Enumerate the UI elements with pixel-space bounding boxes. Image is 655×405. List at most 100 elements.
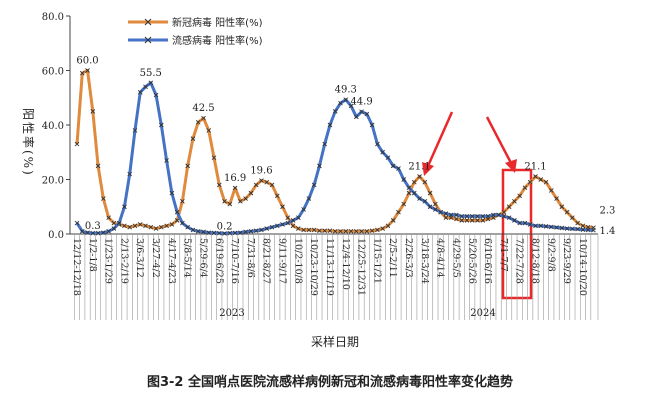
point-marker <box>575 220 580 226</box>
x-tick-label: 8/21-8/27 <box>261 238 272 284</box>
point-marker <box>380 226 385 231</box>
point-marker <box>95 163 101 169</box>
point-marker <box>506 215 512 220</box>
x-tick-label: 1/23-1/29 <box>103 238 114 284</box>
point-marker <box>459 213 465 219</box>
arrow <box>485 116 513 164</box>
point-marker <box>517 193 522 199</box>
x-tick-label: 3/6-3/12 <box>134 238 145 278</box>
point-marker <box>222 231 227 236</box>
legend-label: 新冠病毒 阳性率(%) <box>172 16 263 29</box>
point-marker <box>433 207 438 212</box>
point-marker <box>264 179 270 185</box>
x-tick-label: 12/12-12/18 <box>71 238 82 296</box>
point-marker <box>575 226 580 232</box>
point-marker <box>443 215 449 220</box>
point-marker <box>174 209 180 215</box>
point-marker <box>543 224 549 229</box>
point-marker <box>311 182 317 188</box>
x-tick-label: 4/8-4/14 <box>435 238 446 278</box>
point-marker <box>364 228 370 234</box>
x-tick-label: 4/17-4/23 <box>166 238 177 284</box>
point-marker <box>454 212 459 218</box>
point-marker <box>164 158 169 163</box>
x-tick-label: 1/2-1/8 <box>87 238 98 272</box>
point-marker <box>211 230 217 236</box>
point-marker <box>417 174 422 179</box>
y-tick-label: 20.0 <box>42 176 64 187</box>
legend-marker <box>144 36 152 44</box>
point-marker <box>74 141 80 147</box>
point-marker <box>469 213 475 219</box>
point-marker <box>322 228 328 234</box>
point-marker <box>443 211 449 216</box>
point-marker <box>591 227 596 233</box>
data-label: 0.2 <box>217 221 233 232</box>
point-marker <box>243 196 248 201</box>
y-axis-title: 阳性率(%) <box>21 108 36 177</box>
point-marker <box>264 226 270 231</box>
point-marker <box>185 163 190 169</box>
point-marker <box>216 182 222 188</box>
legend-label: 流感病毒 阳性率(%) <box>172 34 263 47</box>
point-marker <box>201 229 206 235</box>
data-label: 42.5 <box>192 103 214 114</box>
point-marker <box>338 100 343 106</box>
x-tick-label: 9/11-9/17 <box>277 238 288 284</box>
point-marker <box>180 198 185 204</box>
point-marker <box>311 227 317 233</box>
point-marker <box>90 109 96 114</box>
point-marker <box>327 122 333 128</box>
x-tick-label: 12/4-12/10 <box>340 238 351 290</box>
point-marker <box>375 141 380 147</box>
point-marker <box>527 222 533 227</box>
year-label: 2023 <box>219 308 244 319</box>
point-marker <box>438 209 443 215</box>
point-marker <box>153 226 159 231</box>
point-marker <box>85 68 90 73</box>
arrow <box>426 111 454 167</box>
point-marker <box>396 209 401 215</box>
point-marker <box>343 228 349 234</box>
x-tick-label: 7/31-8/6 <box>245 238 256 278</box>
data-label: 49.3 <box>335 85 357 96</box>
point-marker <box>253 182 259 188</box>
point-marker <box>543 179 549 185</box>
point-marker <box>169 222 175 227</box>
point-marker <box>548 188 554 193</box>
point-marker <box>433 201 438 207</box>
point-marker <box>353 228 359 234</box>
point-marker <box>227 201 233 207</box>
point-marker <box>132 223 138 229</box>
y-tick-label: 0.0 <box>48 230 64 241</box>
point-marker <box>216 230 222 236</box>
point-marker <box>385 223 391 229</box>
x-tick-label: 9/2-9/8 <box>545 238 556 272</box>
x-tick-label: 5/8-5/14 <box>182 238 193 278</box>
point-marker <box>285 220 291 226</box>
x-tick-label: 1/15-1/21 <box>371 238 382 284</box>
data-label: 44.9 <box>350 97 372 108</box>
y-tick-label: 40.0 <box>42 121 64 132</box>
series-line <box>75 81 594 235</box>
point-marker <box>143 223 148 229</box>
data-label: 55.5 <box>140 68 162 79</box>
point-marker <box>369 228 375 234</box>
point-marker <box>427 190 433 196</box>
point-marker <box>238 230 243 235</box>
data-label: 60.0 <box>76 56 98 67</box>
point-marker <box>459 218 465 223</box>
point-marker <box>491 212 496 218</box>
point-marker <box>301 227 306 233</box>
point-marker <box>317 163 322 169</box>
point-marker <box>248 190 254 196</box>
point-marker <box>116 220 122 226</box>
x-tick-label: 11/13-11/19 <box>324 238 335 296</box>
point-marker <box>269 182 275 188</box>
point-marker <box>538 223 544 229</box>
point-marker <box>180 220 185 226</box>
point-marker <box>232 230 238 236</box>
point-marker <box>280 222 285 227</box>
point-marker <box>338 228 343 234</box>
point-marker <box>475 218 480 223</box>
